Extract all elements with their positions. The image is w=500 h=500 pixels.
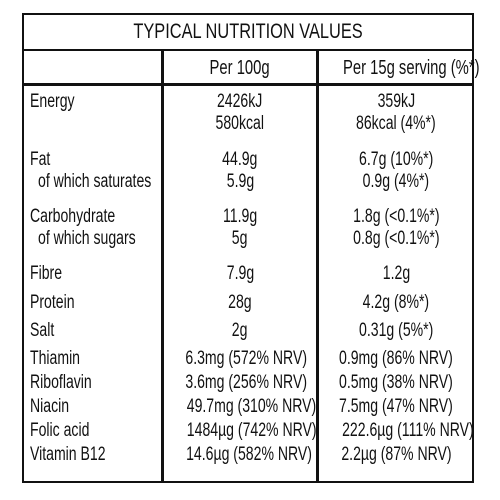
row-label-sugars: of which sugars — [38, 228, 136, 249]
vitamin-b12-per-100g: 14.6µg (582% NRV) — [186, 444, 312, 465]
row-label-vitamin-b12: Vitamin B12 — [30, 444, 106, 465]
row-label-protein: Protein — [30, 292, 75, 313]
protein-per-100g: 28g — [228, 292, 252, 313]
row-label-folic-acid: Folic acid — [30, 420, 90, 441]
row-label-fat: Fat — [30, 149, 51, 170]
carbohydrate-per-serving: 1.8g (<0.1%*) — [352, 206, 440, 227]
fat-per-100g: 44.9g — [222, 149, 258, 170]
niacin-per-100g: 49.7mg (310% NRV) — [186, 396, 317, 417]
row-label-energy: Energy — [30, 91, 75, 112]
header-per-100g: Per 100g — [209, 57, 271, 79]
energy-kcal-per-serving: 86kcal (4%*) — [356, 113, 436, 134]
salt-per-100g: 2g — [232, 320, 248, 341]
riboflavin-per-serving: 0.5mg (38% NRV) — [339, 372, 453, 393]
protein-per-serving: 4.2g (8%*) — [362, 292, 430, 313]
thiamin-per-serving: 0.9mg (86% NRV) — [339, 348, 453, 369]
column-divider-1 — [161, 51, 164, 481]
sugars-per-100g: 5g — [232, 228, 248, 249]
folic-acid-per-100g: 1484µg (742% NRV) — [186, 420, 317, 441]
fibre-per-serving: 1.2g — [382, 263, 410, 284]
nutrition-label: TYPICAL NUTRITION VALUES Per 100g Per 15… — [22, 13, 480, 483]
fat-per-serving: 6.7g (10%*) — [358, 149, 434, 170]
row-label-thiamin: Thiamin — [30, 348, 81, 369]
nutrition-title-bar: TYPICAL NUTRITION VALUES — [24, 15, 472, 51]
energy-kj-per-serving: 359kJ — [377, 91, 415, 112]
saturates-per-serving: 0.9g (4%*) — [362, 171, 430, 192]
row-label-riboflavin: Riboflavin — [30, 372, 92, 393]
folic-acid-per-serving: 222.6µg (111% NRV) — [342, 420, 474, 441]
header-per-serving: Per 15g serving (%*) — [342, 57, 480, 79]
niacin-per-serving: 7.5mg (47% NRV) — [339, 396, 453, 417]
sugars-per-serving: 0.8g (<0.1%*) — [352, 228, 440, 249]
energy-kj-per-100g: 2426kJ — [217, 91, 263, 112]
column-divider-2 — [316, 51, 319, 481]
nutrition-title: TYPICAL NUTRITION VALUES — [133, 20, 363, 43]
row-label-salt: Salt — [30, 320, 55, 341]
vitamin-b12-per-serving: 2.2µg (87% NRV) — [340, 444, 452, 465]
row-label-niacin: Niacin — [30, 396, 70, 417]
riboflavin-per-100g: 3.6mg (256% NRV) — [185, 372, 308, 393]
row-label-fibre: Fibre — [30, 263, 63, 284]
energy-kcal-per-100g: 580kcal — [215, 113, 265, 134]
saturates-per-100g: 5.9g — [226, 171, 254, 192]
row-label-carbohydrate: Carbohydrate — [30, 206, 116, 227]
row-label-saturates: of which saturates — [38, 171, 152, 192]
salt-per-serving: 0.31g (5%*) — [358, 320, 434, 341]
thiamin-per-100g: 6.3mg (572% NRV) — [185, 348, 308, 369]
header-divider — [24, 83, 472, 86]
fibre-per-100g: 7.9g — [226, 263, 254, 284]
carbohydrate-per-100g: 11.9g — [222, 206, 258, 227]
